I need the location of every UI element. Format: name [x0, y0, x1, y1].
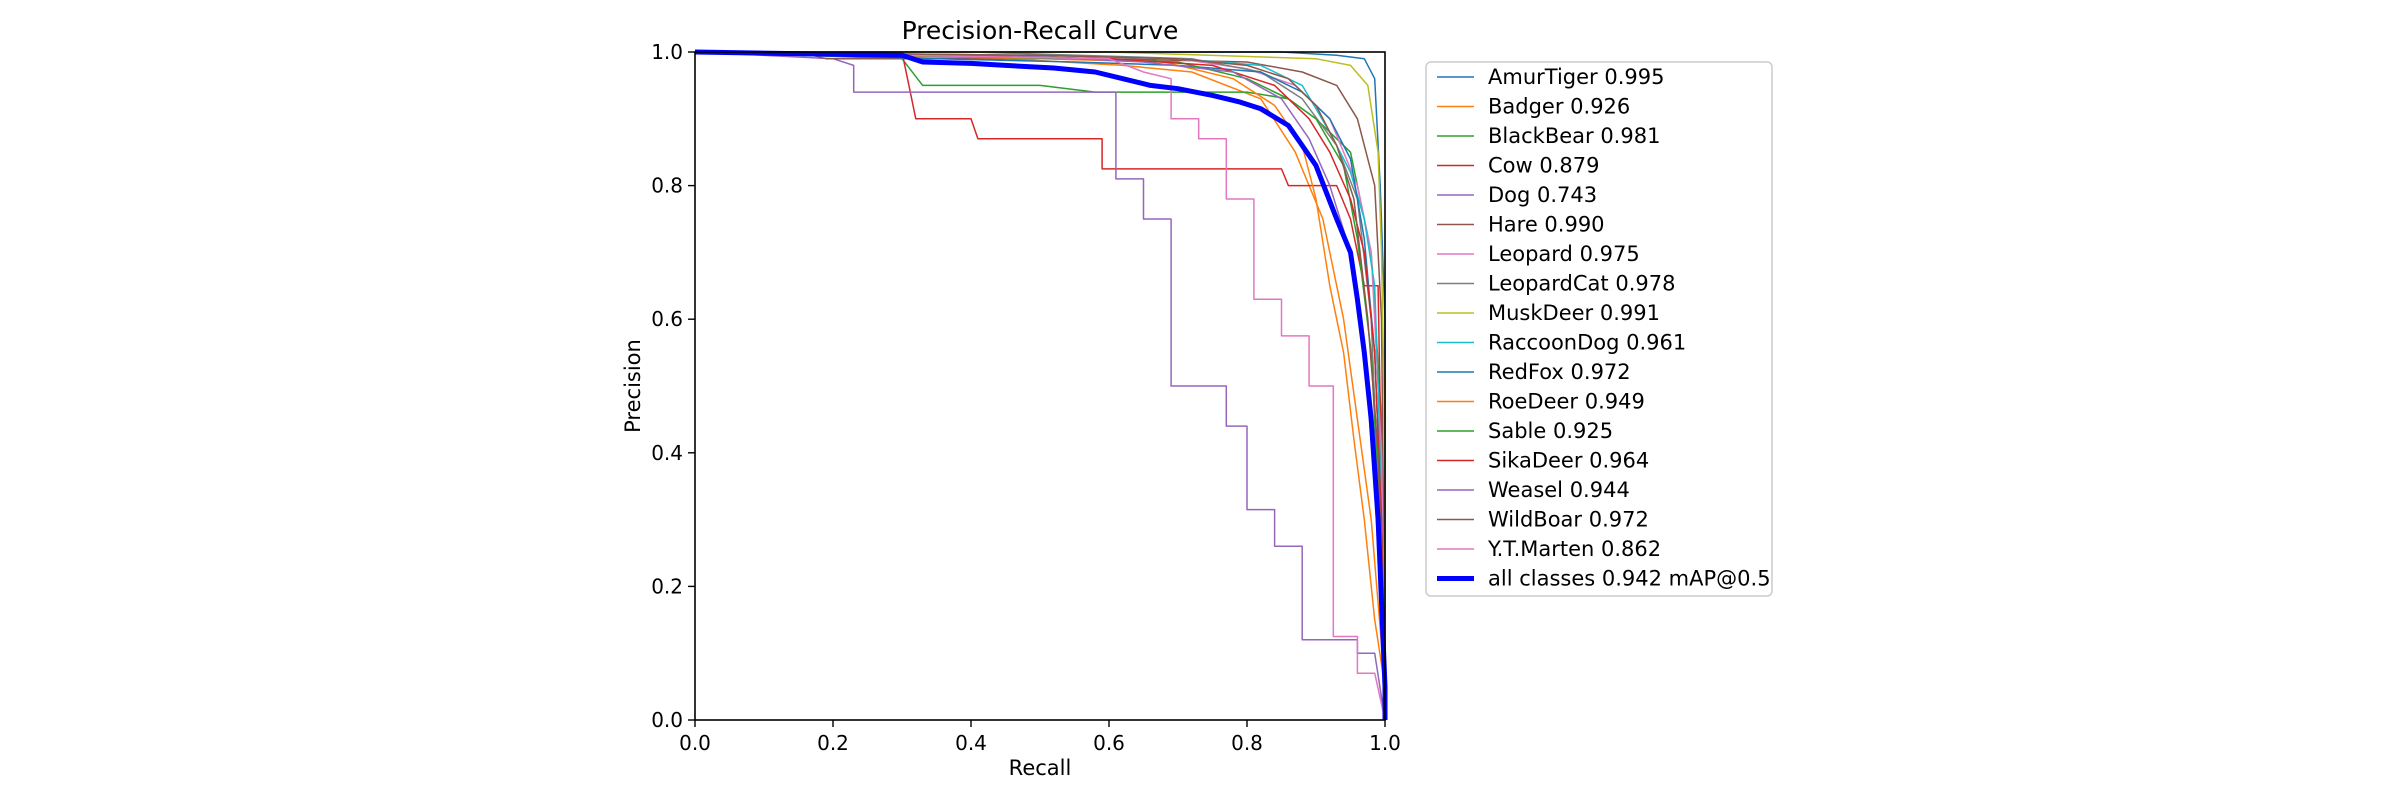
- legend-label: all classes 0.942 mAP@0.5: [1488, 567, 1771, 591]
- series-layer: [694, 49, 1388, 721]
- series-line-15: [694, 51, 1386, 720]
- legend-label: SikaDeer 0.964: [1488, 449, 1649, 473]
- legend-label: RoeDeer 0.949: [1488, 390, 1645, 414]
- y-tick-label: 1.0: [651, 40, 683, 64]
- x-tick-label: 0.6: [1093, 731, 1125, 755]
- legend-entries: AmurTiger 0.995 Badger 0.926 BlackBear 0.9…: [1437, 65, 1771, 591]
- series-line-4: [694, 51, 1386, 721]
- x-axis-ticks: 0.0 0.2 0.4 0.6 0.8 1.0: [679, 720, 1401, 755]
- legend-label: Leopard 0.975: [1488, 242, 1640, 266]
- chart-title: Precision-Recall Curve: [902, 16, 1179, 45]
- y-tick-label: 0.2: [651, 574, 683, 598]
- legend-label: MuskDeer 0.991: [1488, 301, 1660, 325]
- legend-label: RaccoonDog 0.961: [1488, 331, 1686, 355]
- series-line-8: [695, 51, 1386, 720]
- series-line-5: [694, 51, 1386, 720]
- y-tick-label: 0.8: [651, 174, 683, 198]
- plot-frame: [694, 51, 1386, 721]
- series-line-17: [694, 49, 1388, 720]
- x-tick-label: 0.0: [679, 731, 711, 755]
- legend-label: Dog 0.743: [1488, 183, 1597, 207]
- legend-label: Y.T.Marten 0.862: [1487, 537, 1661, 561]
- legend-label: LeopardCat 0.978: [1488, 272, 1675, 296]
- legend-label: Badger 0.926: [1488, 95, 1630, 119]
- legend-label: Cow 0.879: [1488, 154, 1599, 178]
- legend-label: AmurTiger 0.995: [1488, 65, 1664, 89]
- x-tick-label: 0.2: [817, 731, 849, 755]
- y-tick-label: 0.4: [651, 441, 683, 465]
- x-tick-label: 0.8: [1231, 731, 1263, 755]
- legend-label: Sable 0.925: [1488, 419, 1613, 443]
- legend-label: Hare 0.990: [1488, 213, 1605, 237]
- y-tick-label: 0.6: [651, 307, 683, 331]
- x-tick-label: 0.4: [955, 731, 987, 755]
- legend-label: RedFox 0.972: [1488, 360, 1631, 384]
- legend: AmurTiger 0.995 Badger 0.926 BlackBear 0.9…: [1425, 61, 1773, 597]
- y-axis-title: Precision: [621, 339, 645, 433]
- y-axis-ticks: 0.0 0.2 0.4 0.6 0.8 1.0: [651, 40, 695, 732]
- x-axis-title: Recall: [1009, 756, 1072, 780]
- series-line-11: [694, 51, 1386, 720]
- legend-label: Weasel 0.944: [1488, 478, 1630, 502]
- legend-label: BlackBear 0.981: [1488, 124, 1660, 148]
- legend-box: [1425, 61, 1773, 597]
- x-tick-label: 1.0: [1369, 731, 1401, 755]
- series-line-16: [694, 51, 1386, 721]
- legend-label: WildBoar 0.972: [1488, 508, 1649, 532]
- y-tick-label: 0.0: [651, 708, 683, 732]
